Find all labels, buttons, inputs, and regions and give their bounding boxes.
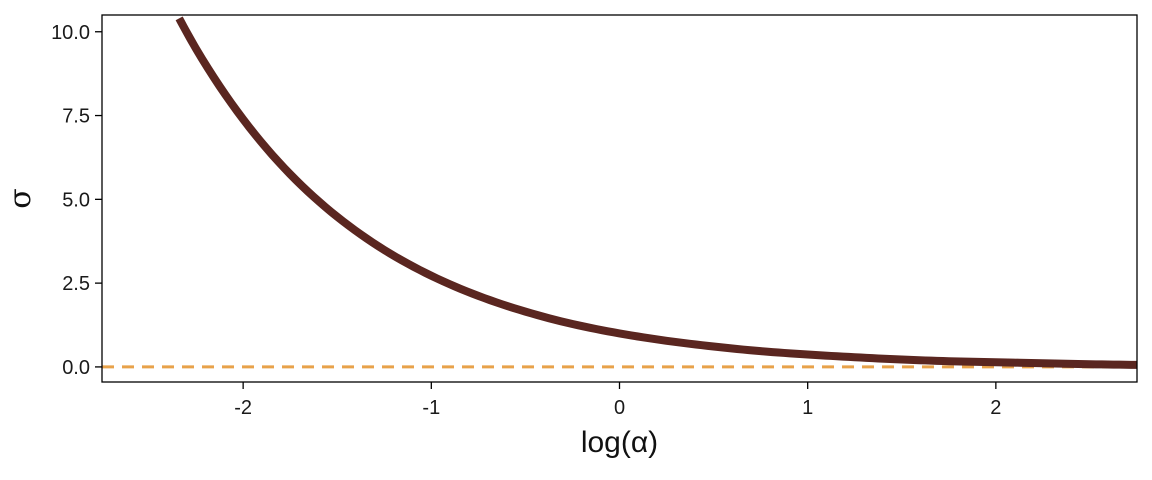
y-axis: 0.0 2.5 5.0 7.5 10.0: [51, 22, 102, 379]
x-tick-label: -1: [422, 397, 440, 419]
x-tick-label: 0: [614, 397, 625, 419]
x-tick-label: 2: [990, 397, 1001, 419]
x-axis: -2 -1 0 1 2: [234, 382, 1001, 419]
series-line-0: [175, 16, 1137, 369]
y-tick-label: 0.0: [62, 357, 90, 379]
plot-frame: [101, 14, 1138, 383]
y-tick-label: 10.0: [51, 22, 90, 44]
y-tick-label: 5.0: [62, 189, 90, 211]
x-tick-label: 1: [802, 397, 813, 419]
x-tick-label: -2: [234, 397, 252, 419]
x-axis-title: log(α): [581, 426, 658, 459]
series-layer: [175, 16, 1137, 369]
y-axis-title: σ: [3, 188, 38, 208]
y-tick-label: 2.5: [62, 273, 90, 295]
y-tick-label: 7.5: [62, 106, 90, 128]
